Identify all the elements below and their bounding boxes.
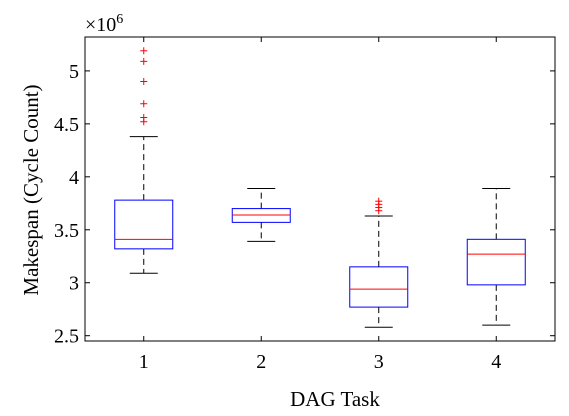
y-tick-label: 3: [69, 273, 79, 295]
y-axis-label: Makespan (Cycle Count): [19, 84, 43, 295]
x-tick-label: 2: [256, 351, 266, 373]
y-tick-label: 5: [69, 61, 79, 83]
iqr-box: [114, 199, 174, 250]
x-tick-label: 3: [374, 351, 384, 373]
y-axis-multiplier-exponent: 6: [116, 12, 123, 27]
y-axis-multiplier: ×106: [85, 12, 123, 36]
box-group-1: [114, 47, 174, 274]
iqr-box: [466, 238, 526, 286]
plot-frame: [84, 36, 556, 342]
box-group-3: [349, 197, 409, 328]
outlier-marker: [375, 197, 383, 205]
x-axis-label: DAG Task: [290, 387, 380, 411]
outlier-marker: [140, 57, 148, 65]
y-tick-label: 2.5: [54, 326, 79, 348]
y-tick-label: 3.5: [54, 220, 79, 242]
box-group-2: [231, 187, 291, 242]
iqr-box: [349, 266, 409, 308]
outlier-marker: [140, 77, 148, 85]
iqr-box: [231, 208, 291, 223]
plot-area: [114, 47, 526, 328]
outlier-marker: [140, 114, 148, 122]
y-tick-label: 4: [69, 167, 79, 189]
y-tick-label: 4.5: [54, 114, 79, 136]
axes: 2.5 3 3.5 4 4.5 5 1 2 3 4: [54, 36, 556, 373]
box-group-4: [466, 187, 526, 326]
x-tick-label: 4: [491, 351, 501, 373]
outlier-marker: [140, 100, 148, 108]
x-tick-label: 1: [139, 351, 149, 373]
outlier-marker: [140, 47, 148, 55]
